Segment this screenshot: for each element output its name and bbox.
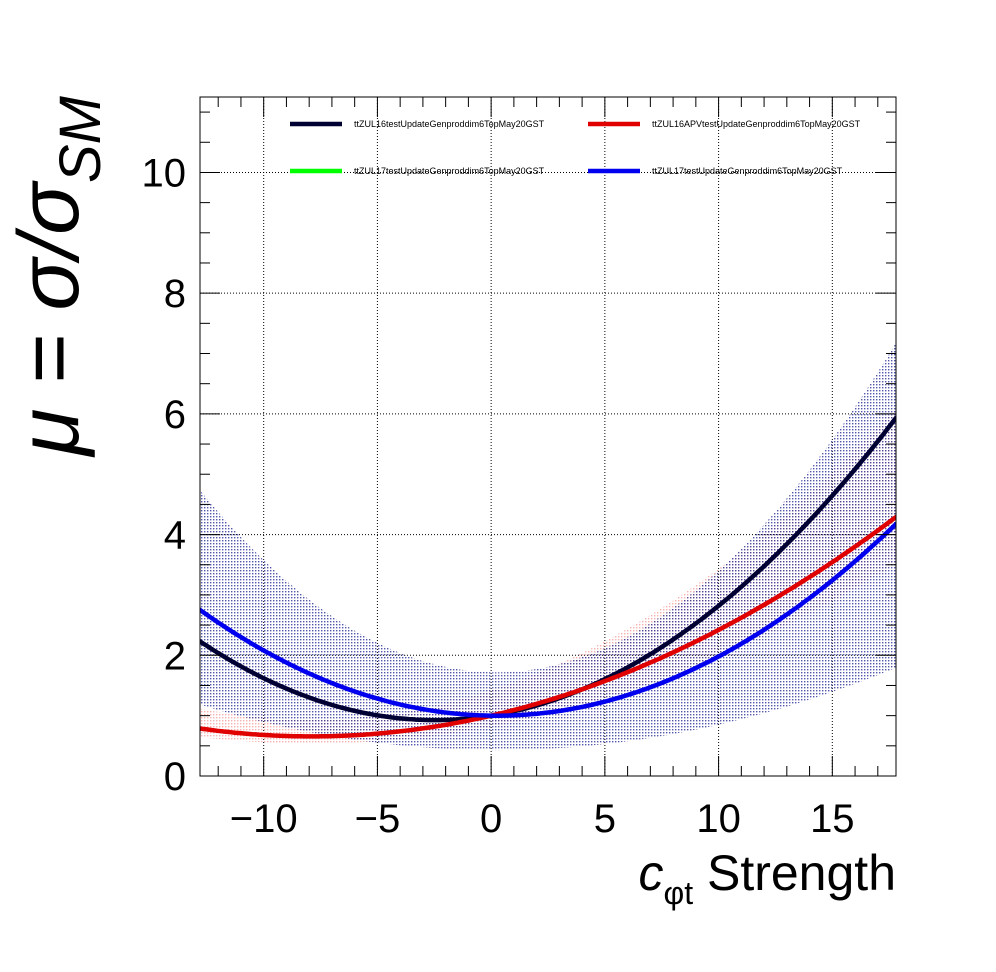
series-line — [200, 521, 896, 718]
x-tick-label: 10 — [696, 797, 741, 841]
x-tick-label: −10 — [230, 797, 298, 841]
y-axis-title: μ = σ/σSM — [1, 95, 113, 457]
y-tick-labels: 0 2 4 6 8 10 — [142, 151, 187, 799]
x-axis-title: cφt Strength — [638, 845, 896, 911]
y-tick-label: 2 — [164, 634, 186, 678]
legend-label: ttZUL17testUpdateGenproddim6TopMay20GST — [354, 166, 545, 176]
y-tick-label: 6 — [164, 393, 186, 437]
axis-ticks — [200, 97, 896, 777]
legend-label: ttZUL17testUpdateGenproddim6TopMay20GST — [652, 166, 843, 176]
plot-frame — [199, 96, 897, 777]
x-tick-label: 15 — [810, 797, 855, 841]
x-tick-label: −5 — [355, 797, 401, 841]
y-tick-label: 10 — [142, 151, 187, 195]
x-tick-label: 0 — [480, 797, 502, 841]
uncertainty-band — [200, 342, 896, 751]
y-tick-label: 0 — [164, 755, 186, 799]
x-tick-labels: −10 −5 0 5 10 15 — [230, 797, 855, 841]
x-tick-label: 5 — [594, 797, 616, 841]
y-tick-label: 4 — [164, 514, 186, 558]
legend: ttZUL16testUpdateGenproddim6TopMay20GST t… — [290, 119, 861, 176]
legend-label: ttZUL16APVtestUpdateGenproddim6TopMay20G… — [652, 119, 861, 129]
uncertainty-bands — [200, 342, 896, 751]
series-line — [200, 514, 896, 739]
legend-label: ttZUL16testUpdateGenproddim6TopMay20GST — [354, 119, 545, 129]
series-lines — [200, 415, 896, 739]
y-tick-label: 8 — [164, 272, 186, 316]
